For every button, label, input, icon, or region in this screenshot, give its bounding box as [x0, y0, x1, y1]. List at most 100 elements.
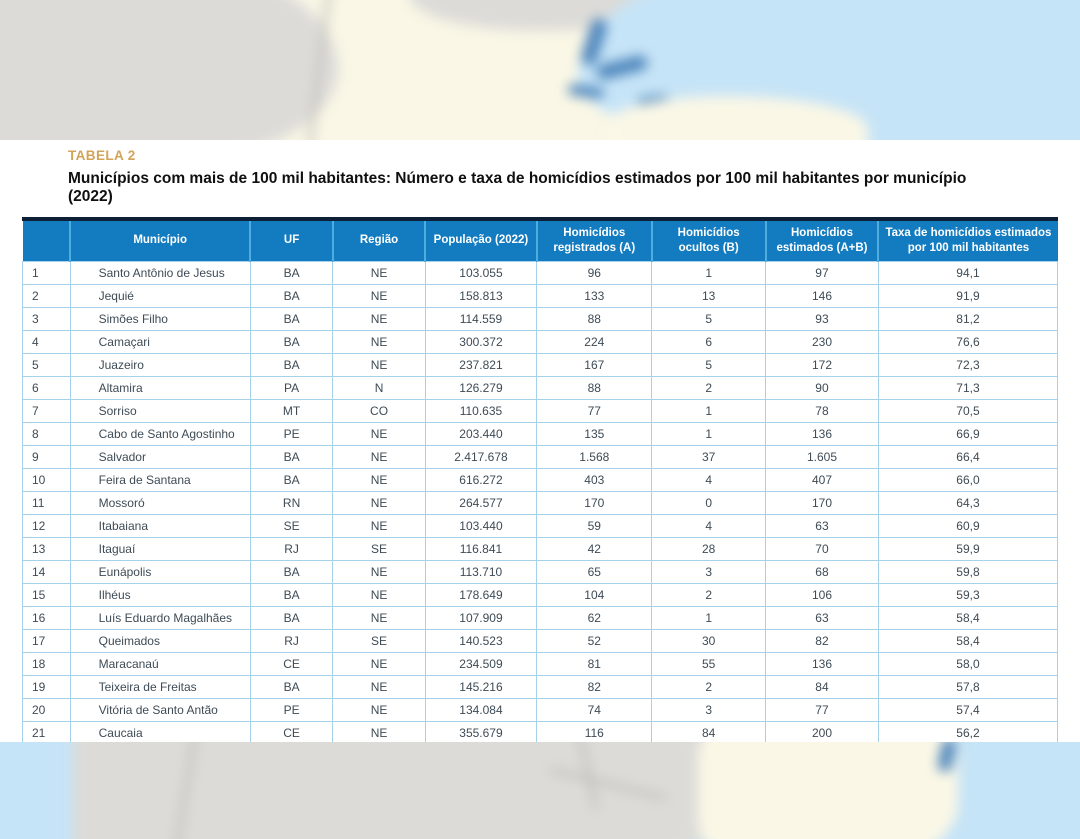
cell-regiao: NE — [332, 467, 426, 492]
cell-regiao: NE — [332, 697, 426, 722]
table-header: Município UF Região População (2022) Hom… — [22, 221, 1058, 261]
cell-regiao: SE — [332, 628, 426, 653]
cell-municipio: Vitória de Santo Antão — [69, 697, 251, 722]
cell-populacao: 113.710 — [424, 559, 538, 584]
header-uf: UF — [249, 221, 333, 261]
table-row: 7 Sorriso MT CO 110.635 77 1 78 70,5 — [22, 398, 1058, 423]
cell-homicidios-ocultos: 5 — [651, 352, 767, 377]
cell-rank: 4 — [22, 329, 71, 354]
cell-municipio: Itaguaí — [69, 536, 251, 561]
cell-uf: BA — [249, 467, 334, 492]
cell-municipio: Mossoró — [69, 490, 251, 515]
cell-populacao: 145.216 — [424, 674, 538, 699]
cell-regiao: NE — [332, 329, 426, 354]
cell-homicidios-estimados: 136 — [765, 651, 879, 676]
cell-taxa: 81,2 — [877, 306, 1058, 331]
cell-homicidios-ocultos: 30 — [651, 628, 767, 653]
cell-municipio: Simões Filho — [69, 306, 251, 331]
cell-municipio: Itabaiana — [69, 513, 251, 538]
cell-homicidios-registrados: 81 — [536, 651, 653, 676]
cell-taxa: 59,3 — [877, 582, 1058, 607]
report-page: TABELA 2 Municípios com mais de 100 mil … — [0, 140, 1080, 745]
cell-homicidios-registrados: 167 — [536, 352, 653, 377]
header-regiao: Região — [331, 221, 426, 261]
cell-populacao: 300.372 — [424, 329, 538, 354]
cell-homicidios-registrados: 42 — [536, 536, 653, 561]
table-row: 8 Cabo de Santo Agostinho PE NE 203.440 135 1 1… — [22, 421, 1058, 446]
cell-uf: RN — [249, 490, 334, 515]
table-row-partial: 21 Caucaia CE NE 355.679 116 84 200 56,2 — [22, 720, 1058, 745]
cell-regiao: NE — [332, 582, 426, 607]
cell-municipio: Cabo de Santo Agostinho — [69, 421, 251, 446]
cell-rank: 5 — [22, 352, 71, 377]
cell-homicidios-ocultos: 3 — [651, 559, 767, 584]
cell-homicidios-registrados: 133 — [536, 283, 653, 308]
cell-homicidios-estimados: 1.605 — [765, 444, 879, 469]
cell-populacao: 107.909 — [424, 605, 538, 630]
cell-homicidios-ocultos: 2 — [651, 582, 767, 607]
cell-homicidios-estimados: 84 — [765, 674, 879, 699]
cell-populacao: 110.635 — [424, 398, 538, 423]
cell-uf: BA — [249, 605, 334, 630]
cell-homicidios-registrados: 224 — [536, 329, 653, 354]
table-row: 15 Ilhéus BA NE 178.649 104 2 106 59,3 — [22, 582, 1058, 607]
cell-populacao: 134.084 — [424, 697, 538, 722]
cell-regiao: NE — [332, 260, 426, 285]
cell-homicidios-registrados: 77 — [536, 398, 653, 423]
cell-populacao: 103.055 — [424, 260, 538, 285]
cell-rank: 14 — [22, 559, 71, 584]
cell-municipio: Queimados — [69, 628, 251, 653]
table-row: 19 Teixeira de Freitas BA NE 145.216 82 2 84 57,… — [22, 674, 1058, 699]
cell-uf: BA — [249, 352, 334, 377]
cell-homicidios-registrados: 62 — [536, 605, 653, 630]
cell-regiao: NE — [332, 605, 426, 630]
cell-municipio: Teixeira de Freitas — [69, 674, 251, 699]
cell-uf: PA — [249, 375, 334, 400]
cell-regiao: CO — [332, 398, 426, 423]
cell-rank: 10 — [22, 467, 71, 492]
cell-homicidios-ocultos: 2 — [651, 674, 767, 699]
header-homicidios-registrados: Homicídios registrados (A) — [535, 221, 652, 261]
cell-homicidios-ocultos: 2 — [651, 375, 767, 400]
cell-homicidios-estimados: 70 — [765, 536, 879, 561]
cell-homicidios-estimados: 90 — [765, 375, 879, 400]
cell-municipio: Eunápolis — [69, 559, 251, 584]
cell-regiao: NE — [332, 674, 426, 699]
cell-homicidios-ocultos: 3 — [651, 697, 767, 722]
cell-homicidios-estimados: 63 — [765, 513, 879, 538]
table-row: 13 Itaguaí RJ SE 116.841 42 28 70 59,9 — [22, 536, 1058, 561]
cell-homicidios-ocultos: 28 — [651, 536, 767, 561]
cell-populacao: 140.523 — [424, 628, 538, 653]
cell-populacao: 158.813 — [424, 283, 538, 308]
cell-homicidios-ocultos: 6 — [651, 329, 767, 354]
cell-populacao: 116.841 — [424, 536, 538, 561]
cell-municipio: Sorriso — [69, 398, 251, 423]
cell-uf: MT — [249, 398, 334, 423]
cell-uf: BA — [249, 260, 334, 285]
cell-populacao: 103.440 — [424, 513, 538, 538]
data-table: Município UF Região População (2022) Hom… — [22, 221, 1058, 745]
cell-homicidios-estimados: 172 — [765, 352, 879, 377]
cell-homicidios-registrados: 52 — [536, 628, 653, 653]
cell-taxa: 59,8 — [877, 559, 1058, 584]
cell-homicidios-estimados: 82 — [765, 628, 879, 653]
cell-homicidios-ocultos: 1 — [651, 260, 767, 285]
cell-taxa: 66,4 — [877, 444, 1058, 469]
cell-rank: 12 — [22, 513, 71, 538]
municipalities-table: Município UF Região População (2022) Hom… — [22, 217, 1058, 764]
cell-homicidios-registrados: 403 — [536, 467, 653, 492]
cell-regiao: NE — [332, 444, 426, 469]
cell-municipio: Caucaia — [69, 720, 251, 745]
cell-municipio: Maracanaú — [69, 651, 251, 676]
map-bottom-shapes — [0, 742, 1080, 839]
table-label: TABELA 2 — [68, 148, 136, 163]
cell-regiao: N — [332, 375, 426, 400]
cell-regiao: NE — [332, 283, 426, 308]
cell-uf: BA — [249, 283, 334, 308]
map-land-gray-left — [0, 0, 338, 141]
cell-homicidios-estimados: 78 — [765, 398, 879, 423]
cell-regiao: NE — [332, 513, 426, 538]
cell-populacao: 114.559 — [424, 306, 538, 331]
cell-uf: BA — [249, 559, 334, 584]
cell-homicidios-ocultos: 1 — [651, 605, 767, 630]
